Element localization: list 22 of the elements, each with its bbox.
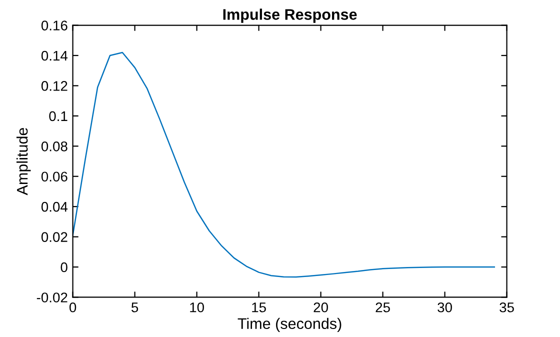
x-tick-label: 30 — [438, 302, 452, 312]
x-tick-label: 25 — [376, 302, 390, 312]
x-tick-label: 0 — [69, 302, 76, 312]
x-axis-title: Time (seconds) — [238, 318, 342, 332]
y-tick-label: 0.16 — [41, 20, 68, 30]
y-tick-label: 0 — [60, 262, 68, 272]
y-tick-label: 0.1 — [49, 111, 68, 122]
y-axis-title: Amplitude — [16, 128, 31, 196]
y-tick-label: 0.12 — [41, 81, 68, 91]
x-tick-label: 15 — [252, 302, 266, 312]
y-tick-label: 0.02 — [41, 232, 68, 242]
x-tick-label: 20 — [314, 302, 328, 312]
y-tick-label: 0.08 — [41, 141, 68, 152]
x-tick-label: 35 — [500, 302, 514, 312]
chart-title: Impulse Response — [223, 8, 357, 23]
y-tick-label: 0.04 — [41, 202, 68, 212]
y-tick-label: 0.06 — [41, 172, 68, 182]
x-tick-label: 10 — [190, 302, 204, 312]
line-series — [72, 52, 496, 278]
y-tick-label: -0.02 — [36, 292, 68, 302]
y-tick-label: 0.14 — [41, 50, 68, 61]
x-tick-label: 5 — [131, 302, 138, 312]
